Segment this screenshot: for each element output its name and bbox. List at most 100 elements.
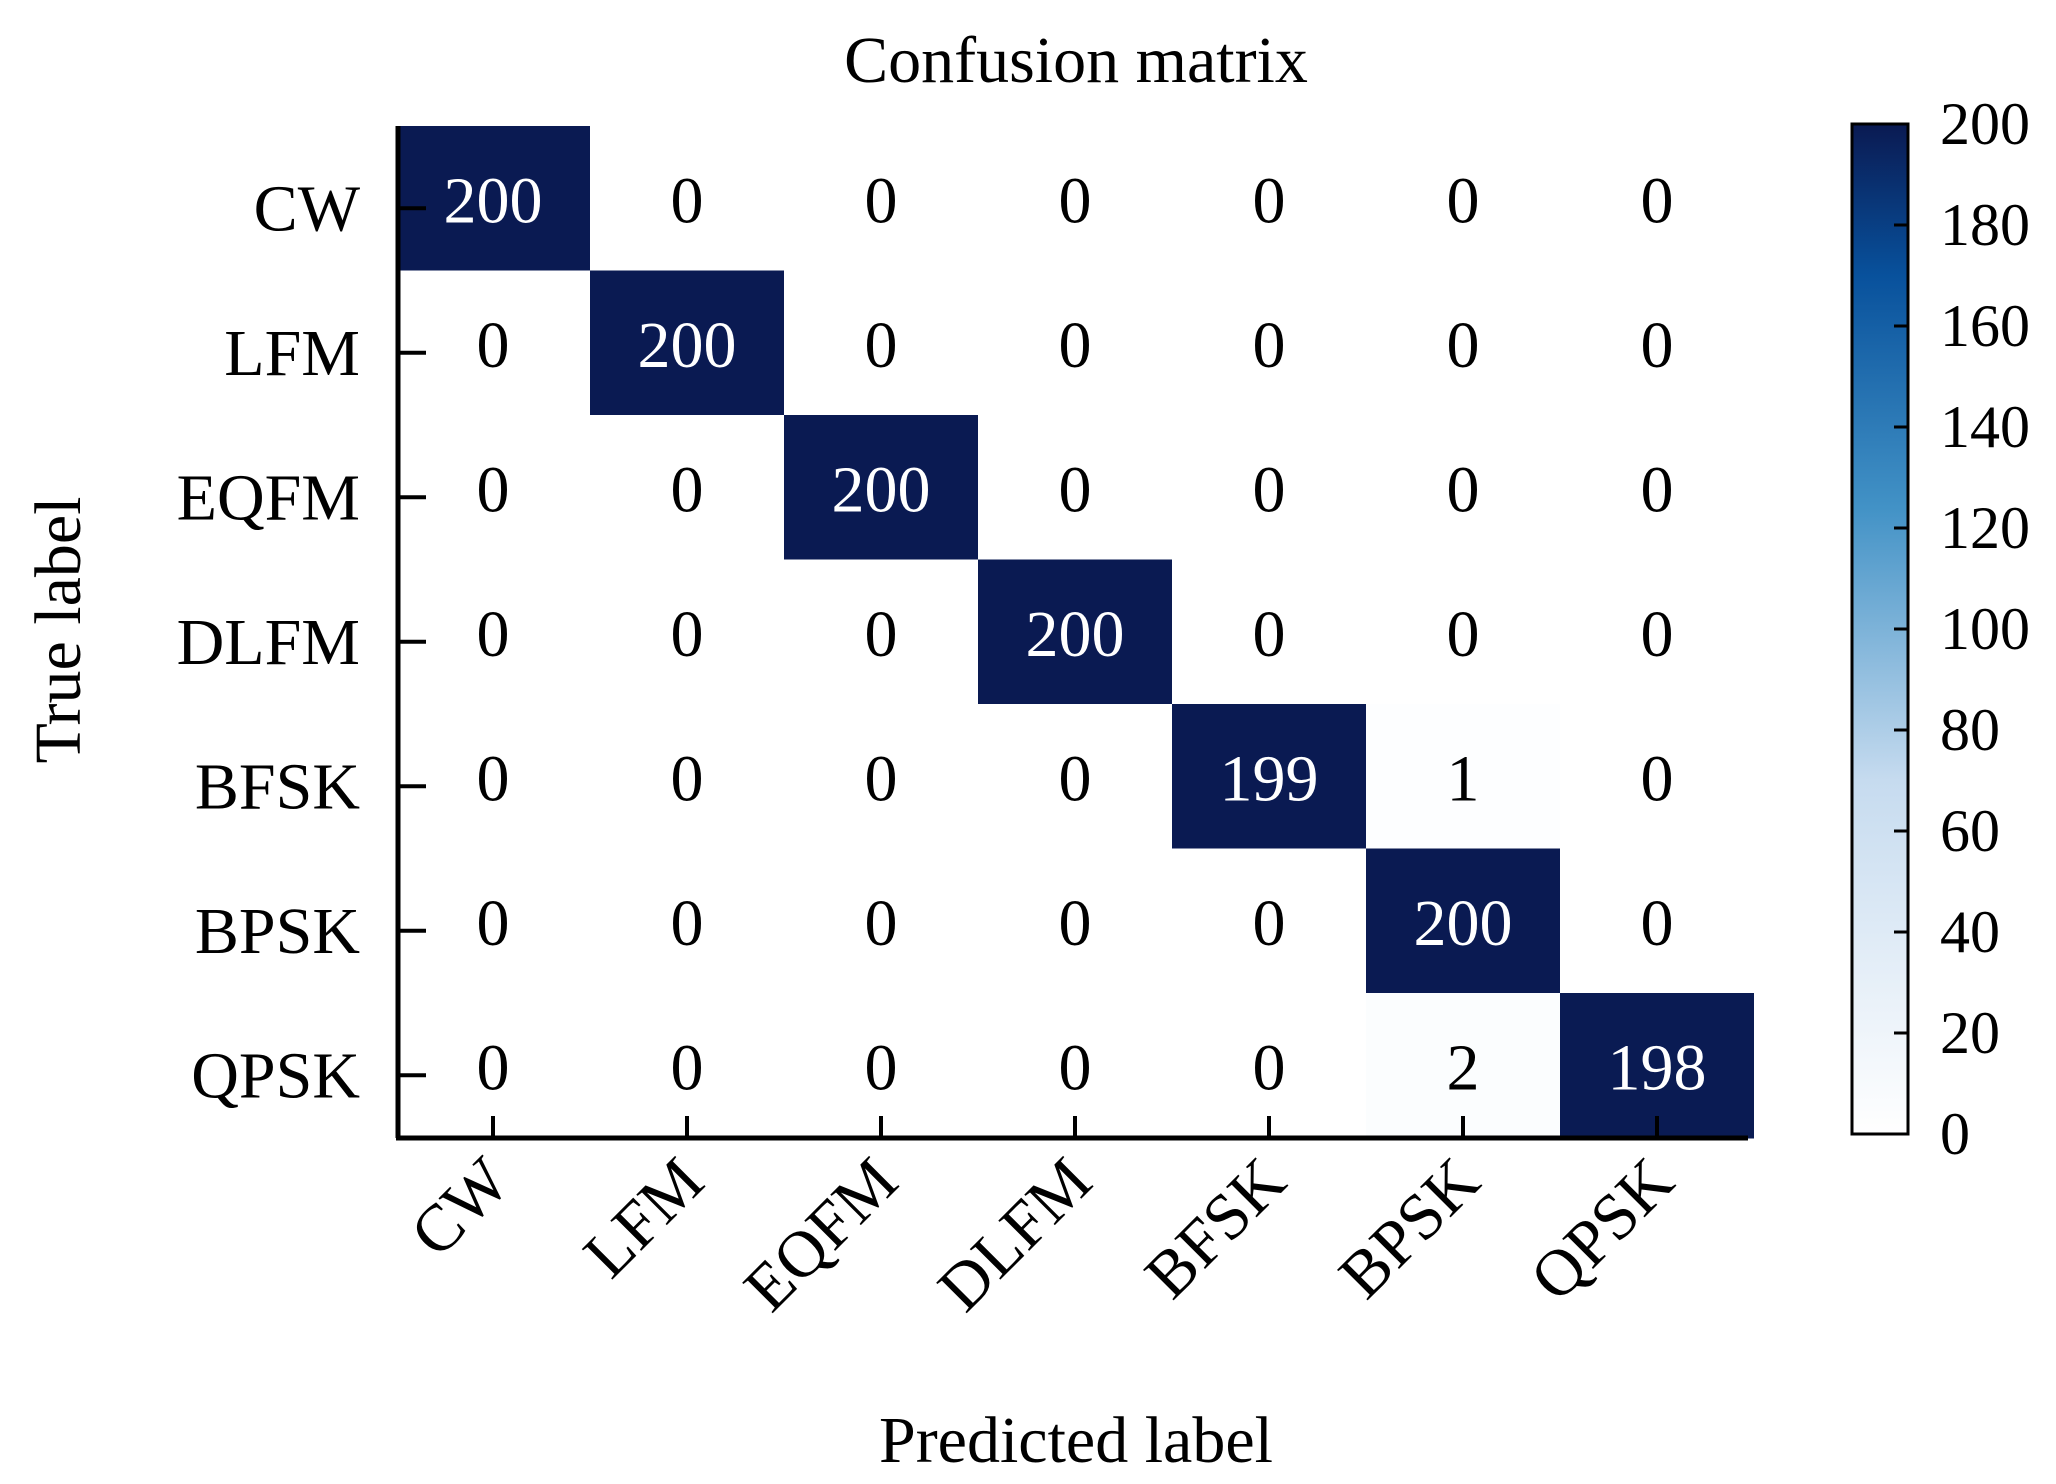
y-tick-label: QPSK — [191, 1039, 360, 1112]
heatmap-cell — [1560, 704, 1754, 850]
heatmap-cell — [978, 126, 1172, 272]
y-tick-label: BPSK — [195, 895, 360, 968]
x-tick-label: CW — [397, 1143, 524, 1270]
heatmap-cell — [1366, 415, 1560, 561]
cell-value-label: 0 — [671, 453, 704, 526]
cell-value-label: 0 — [1059, 164, 1092, 237]
x-tick-label: BPSK — [1325, 1144, 1493, 1312]
heatmap-cell — [1172, 415, 1366, 561]
y-tick-label: BFSK — [195, 750, 360, 823]
heatmap-cell — [978, 993, 1172, 1139]
heatmap-cell — [590, 559, 784, 705]
heatmap-cell — [1366, 993, 1560, 1139]
x-tick-label: QPSK — [1517, 1144, 1688, 1315]
y-tick-label: EQFM — [177, 461, 360, 534]
colorbar-tick-label: 200 — [1940, 91, 2030, 157]
cell-value-label: 0 — [1641, 453, 1674, 526]
chart-title: Confusion matrix — [844, 24, 1308, 97]
cell-value-label: 1 — [1447, 742, 1480, 815]
heatmap-cell — [1560, 270, 1754, 416]
heatmap-cell — [978, 704, 1172, 850]
cell-value-label: 0 — [865, 1031, 898, 1104]
cell-value-label: 0 — [671, 887, 704, 960]
cell-value-label: 0 — [671, 598, 704, 671]
colorbar-tick-label: 80 — [1940, 697, 2000, 763]
heatmap-cell — [784, 559, 978, 705]
cell-value-label: 0 — [477, 1031, 510, 1104]
heatmap-cell — [784, 415, 978, 561]
colorbar-tick-label: 160 — [1940, 293, 2030, 359]
cell-value-label: 0 — [1059, 742, 1092, 815]
cell-value-label: 0 — [1447, 309, 1480, 382]
cell-value-label: 0 — [671, 164, 704, 237]
heatmap-cell — [1366, 704, 1560, 850]
heatmap-cell — [784, 126, 978, 272]
cell-value-label: 0 — [865, 164, 898, 237]
cell-value-label: 0 — [1447, 164, 1480, 237]
cell-value-label: 0 — [865, 598, 898, 671]
cell-value-label: 0 — [1641, 742, 1674, 815]
heatmap-cell — [1172, 993, 1366, 1139]
colorbar-tick-label: 40 — [1940, 899, 2000, 965]
cell-value-label: 200 — [832, 453, 931, 526]
x-tick-label: DLFM — [924, 1144, 1105, 1325]
cell-value-label: 0 — [1253, 164, 1286, 237]
cell-value-label: 0 — [1447, 598, 1480, 671]
cell-value-label: 200 — [444, 164, 543, 237]
plot-axes — [395, 126, 1748, 1141]
heatmap-cells — [396, 126, 1754, 1139]
y-axis-title: True label — [22, 496, 95, 763]
x-tick-label: EQFM — [730, 1144, 911, 1325]
heatmap-cell — [590, 126, 784, 272]
heatmap-cell — [1560, 993, 1754, 1139]
y-tick-label: LFM — [224, 317, 360, 390]
heatmap-cell — [1560, 848, 1754, 994]
heatmap-cell — [1366, 848, 1560, 994]
colorbar-tick-label: 20 — [1940, 1000, 2000, 1066]
heatmap-cell — [590, 848, 784, 994]
colorbar-tick-label: 100 — [1940, 596, 2030, 662]
x-axis-title: Predicted label — [879, 1404, 1273, 1477]
heatmap-cell — [590, 270, 784, 416]
cell-value-label: 0 — [865, 742, 898, 815]
x-axis-ticks: CW LFM EQFM DLFM BFSK BPSK QPSK — [397, 1116, 1688, 1325]
heatmap-cell — [396, 126, 590, 272]
colorbar-ticks: 0 20 40 60 80 100 120 140 160 180 200 — [1894, 91, 2030, 1167]
heatmap-cell — [1172, 848, 1366, 994]
y-tick-label: DLFM — [177, 606, 360, 679]
heatmap-cell — [784, 848, 978, 994]
cell-value-label: 200 — [1026, 598, 1125, 671]
cell-value-label: 0 — [1641, 887, 1674, 960]
y-tick-label: CW — [254, 172, 361, 245]
heatmap-cell — [1366, 270, 1560, 416]
cell-value-labels: 200 0 0 0 0 0 0 0 200 0 0 0 0 0 0 0 200 0 0 0 0 0 0 0 200 0 0 0 0 0 0 0… — [444, 164, 1707, 1104]
cell-value-label: 0 — [1253, 598, 1286, 671]
cell-value-label: 199 — [1220, 742, 1319, 815]
heatmap-cell — [396, 993, 590, 1139]
heatmap-cell — [978, 415, 1172, 561]
heatmap-cell — [396, 270, 590, 416]
colorbar-tick-label: 0 — [1940, 1101, 1970, 1167]
cell-value-label: 0 — [1641, 309, 1674, 382]
cell-value-label: 200 — [1414, 887, 1513, 960]
cell-value-label: 0 — [477, 309, 510, 382]
x-tick-label: BFSK — [1131, 1144, 1299, 1312]
cell-value-label: 0 — [865, 309, 898, 382]
cell-value-label: 0 — [1253, 309, 1286, 382]
heatmap-cell — [1366, 126, 1560, 272]
heatmap-cell — [590, 415, 784, 561]
cell-value-label: 0 — [1253, 453, 1286, 526]
cell-value-label: 0 — [1059, 453, 1092, 526]
heatmap-cell — [396, 559, 590, 705]
cell-value-label: 0 — [1447, 453, 1480, 526]
cell-value-label: 0 — [671, 1031, 704, 1104]
heatmap-cell — [784, 993, 978, 1139]
cell-value-label: 0 — [477, 887, 510, 960]
heatmap-cell — [1172, 559, 1366, 705]
heatmap-cell — [590, 993, 784, 1139]
heatmap-cell — [978, 848, 1172, 994]
cell-value-label: 0 — [1253, 1031, 1286, 1104]
heatmap-cell — [1560, 126, 1754, 272]
cell-value-label: 0 — [1059, 887, 1092, 960]
